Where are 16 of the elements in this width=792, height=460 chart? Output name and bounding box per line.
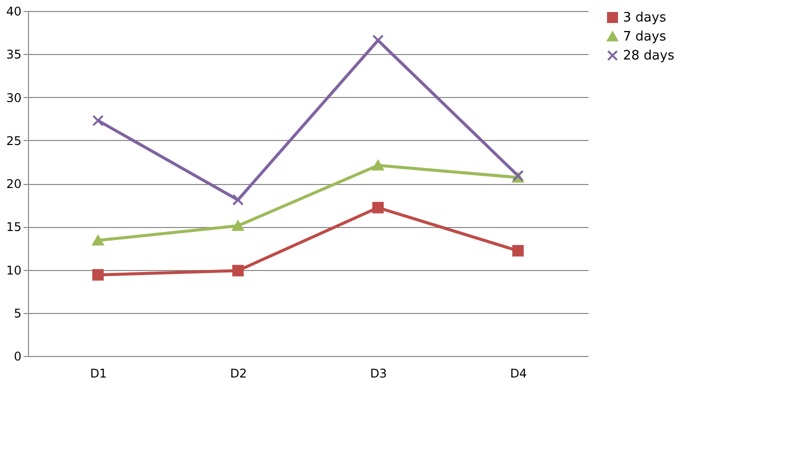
legend-label: 28 days (623, 48, 675, 64)
y-tick-label: 10 (6, 263, 22, 278)
y-tick-label: 30 (6, 90, 22, 105)
legend-label: 3 days (623, 10, 666, 26)
y-tick-label: 15 (6, 220, 22, 234)
x-tick-label: D1 (90, 366, 107, 380)
y-tick-label: 40 (6, 4, 22, 18)
x-tick-label: D4 (510, 366, 527, 380)
x-tick-label: D2 (230, 366, 247, 380)
y-tick-label: 25 (6, 134, 22, 148)
x-tick-label: D3 (370, 366, 387, 380)
legend-label: 7 days (623, 30, 666, 44)
y-tick-label: 5 (14, 306, 22, 320)
y-tick-label: 20 (6, 177, 22, 191)
y-tick-label: 0 (14, 350, 22, 364)
y-tick-label: 35 (6, 48, 22, 62)
